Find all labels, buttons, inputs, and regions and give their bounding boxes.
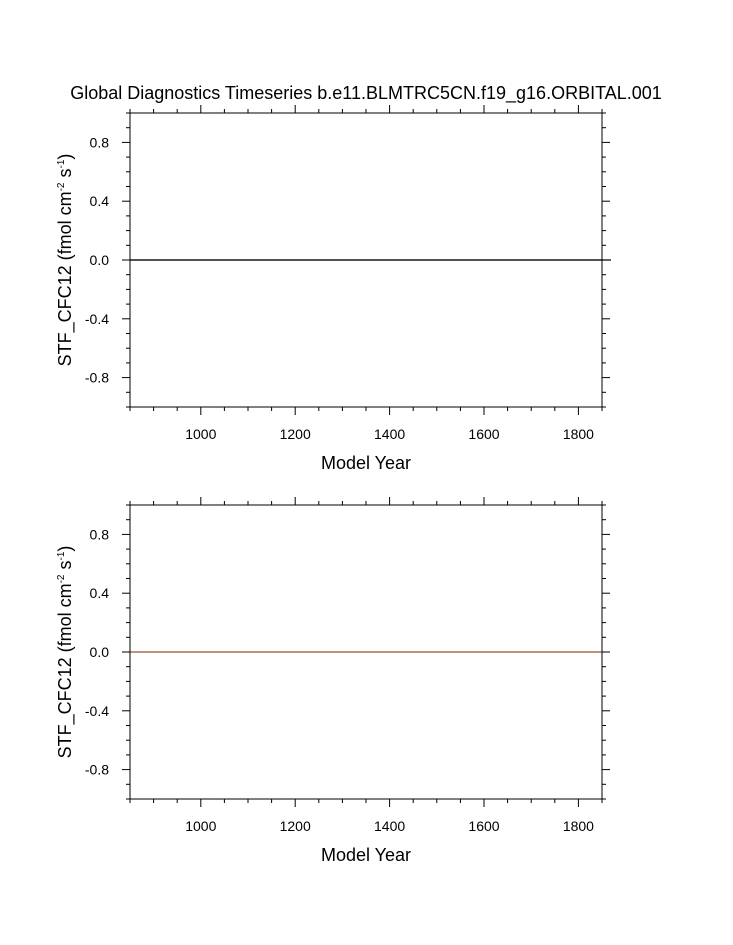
y-axis-title: STF_CFC12 (fmol cm-2 s-1)	[55, 154, 76, 367]
y-axis-title-superscript: -2	[56, 182, 67, 191]
y-tick-label: 0.0	[90, 644, 110, 660]
y-tick-label: -0.8	[85, 370, 109, 386]
y-axis-title: STF_CFC12 (fmol cm-2 s-1)	[55, 546, 76, 759]
y-tick-label: -0.4	[85, 703, 109, 719]
y-axis-title-part: s	[55, 168, 75, 182]
y-axis-title-superscript: -2	[56, 574, 67, 583]
y-tick-label: -0.8	[85, 762, 109, 778]
x-tick-label: 1600	[468, 818, 499, 834]
x-tick-label: 1800	[563, 818, 594, 834]
y-axis-title-part: STF_CFC12 (fmol cm	[55, 191, 76, 366]
x-tick-label: 1000	[185, 426, 216, 442]
y-axis-title-part: )	[55, 154, 75, 160]
chart-panel-top: 1000 1200 1400 1600 1800 0.8 0.4 0.0 -0.4 -0.8 Mod…	[55, 105, 611, 473]
x-axis-title: Model Year	[321, 453, 411, 473]
x-tick-label: 1600	[468, 426, 499, 442]
y-axis-title-part: STF_CFC12 (fmol cm	[55, 583, 76, 758]
y-tick-label: 0.0	[90, 252, 110, 268]
y-axis-title-superscript: -1	[56, 159, 67, 168]
x-tick-label: 1200	[280, 426, 311, 442]
x-tick-label: 1400	[374, 426, 405, 442]
y-tick-label: -0.4	[85, 311, 109, 327]
y-axis-title-superscript: -1	[56, 551, 67, 560]
y-axis-title-part: s	[55, 560, 75, 574]
figure-title: Global Diagnostics Timeseries b.e11.BLMT…	[70, 83, 662, 104]
x-tick-label: 1200	[280, 818, 311, 834]
chart-panel-bottom: 1000 1200 1400 1600 1800 0.8 0.4 0.0 -0.4 -0.8 Mod…	[55, 497, 610, 865]
x-tick-label: 1000	[185, 818, 216, 834]
y-tick-label: 0.4	[90, 585, 110, 601]
x-axis-title: Model Year	[321, 845, 411, 865]
y-tick-label: 0.8	[90, 134, 110, 150]
x-tick-label: 1800	[563, 426, 594, 442]
y-tick-label: 0.8	[90, 526, 110, 542]
y-axis-title-part: )	[55, 546, 75, 552]
x-tick-label: 1400	[374, 818, 405, 834]
y-tick-label: 0.4	[90, 193, 110, 209]
